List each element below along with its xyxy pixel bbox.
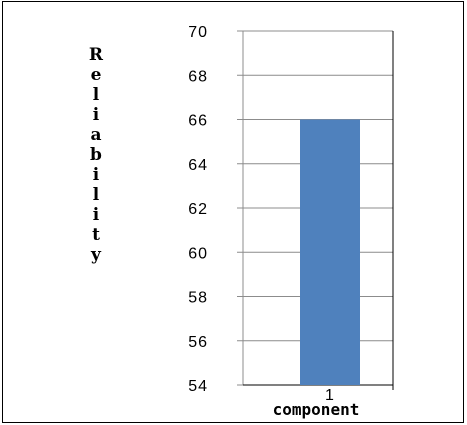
bar: [300, 119, 360, 385]
y-tick-label: 70: [188, 24, 208, 41]
y-tick-label: 64: [188, 157, 208, 174]
y-tick-label: 58: [188, 290, 208, 307]
bars: [300, 119, 360, 385]
y-tick-label: 68: [188, 68, 208, 85]
y-axis-label-letter: y: [90, 245, 102, 265]
y-tick-label: 62: [188, 201, 208, 218]
y-axis-label-letter: t: [92, 225, 100, 245]
y-axis-label-letter: l: [93, 85, 100, 105]
x-axis-label: component: [273, 400, 360, 419]
y-axis-label-letter: R: [89, 45, 104, 65]
axes: [237, 30, 394, 390]
y-axis-label-letter: l: [93, 185, 100, 205]
y-axis-label-letter: a: [90, 125, 101, 145]
y-tick-label: 56: [188, 334, 208, 351]
y-axis-label-letter: i: [93, 105, 100, 125]
x-tick-labels: 1: [325, 387, 335, 404]
y-tick-labels: 54 56 58 60 62 64 66 68 70: [188, 24, 208, 395]
x-tick-label: 1: [325, 387, 335, 404]
y-tick-label: 54: [188, 378, 208, 395]
y-tick-label: 66: [188, 113, 208, 130]
y-axis-label-letter: i: [93, 205, 100, 225]
y-axis-label-letter: b: [90, 145, 102, 165]
y-tick-label: 60: [188, 245, 208, 262]
y-axis-label-letter: e: [91, 65, 102, 85]
y-axis-label-letter: i: [93, 165, 100, 185]
